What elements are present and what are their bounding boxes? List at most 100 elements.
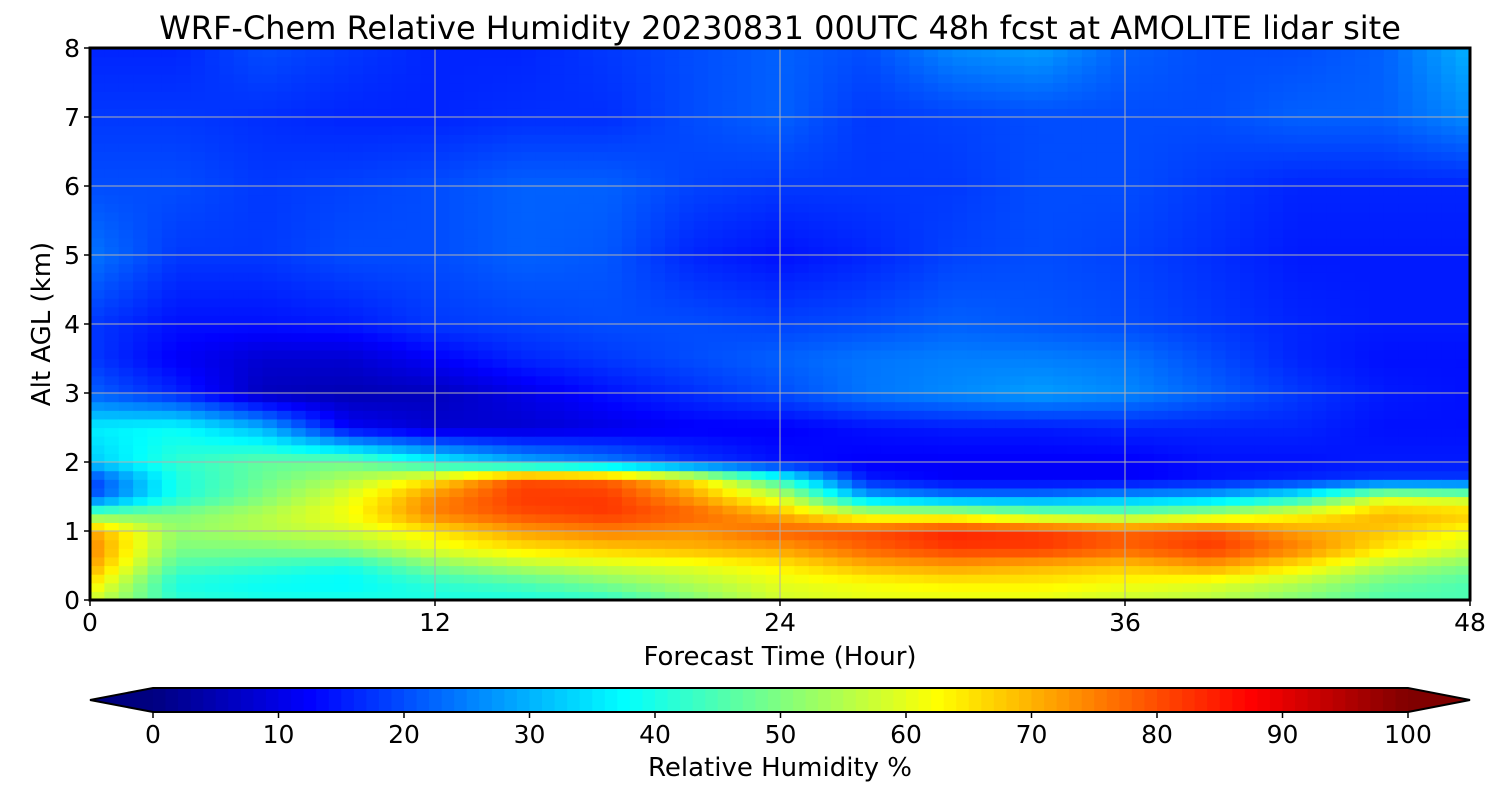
- heatmap-cell: [966, 229, 982, 239]
- heatmap-cell: [966, 341, 982, 351]
- heatmap-cell: [578, 65, 594, 75]
- heatmap-cell: [880, 255, 896, 265]
- heatmap-cell: [219, 487, 235, 498]
- heatmap-cell: [995, 289, 1011, 299]
- heatmap-cell: [636, 470, 652, 480]
- heatmap-cell: [391, 522, 407, 532]
- heatmap-cell: [909, 298, 925, 308]
- heatmap-cell: [1196, 522, 1212, 532]
- heatmap-cell: [1053, 91, 1069, 101]
- heatmap-cell: [161, 263, 177, 273]
- heatmap-cell: [478, 410, 494, 420]
- heatmap-cell: [952, 591, 968, 600]
- heatmap-cell: [219, 453, 235, 463]
- heatmap-cell: [1153, 229, 1169, 239]
- heatmap-cell: [808, 444, 824, 454]
- heatmap-cell: [880, 91, 896, 101]
- heatmap-cell: [966, 125, 982, 135]
- heatmap-cell: [478, 375, 494, 385]
- heatmap-cell: [1024, 117, 1040, 127]
- heatmap-cell: [794, 358, 810, 368]
- heatmap-cell: [521, 315, 537, 325]
- heatmap-cell: [334, 134, 350, 144]
- heatmap-cell: [205, 513, 220, 523]
- heatmap-cell: [722, 401, 738, 411]
- heatmap-cell: [320, 556, 335, 567]
- heatmap-cell: [679, 56, 695, 66]
- heatmap-cell: [550, 237, 565, 247]
- heatmap-cell: [880, 99, 896, 109]
- heatmap-cell: [276, 73, 292, 84]
- heatmap-cell: [147, 487, 163, 498]
- heatmap-cell: [1153, 556, 1169, 567]
- heatmap-cell: [377, 384, 393, 394]
- heatmap-cell: [492, 315, 508, 325]
- heatmap-cell: [291, 177, 307, 187]
- heatmap-cell: [521, 410, 537, 420]
- heatmap-cell: [506, 186, 522, 196]
- heatmap-cell: [665, 539, 680, 549]
- heatmap-cell: [463, 220, 479, 230]
- heatmap-cell: [866, 168, 882, 178]
- heatmap-cell: [808, 522, 824, 532]
- heatmap-cell: [1024, 375, 1040, 385]
- heatmap-cell: [348, 65, 364, 75]
- heatmap-cell: [363, 349, 379, 360]
- heatmap-cell: [118, 263, 134, 273]
- heatmap-cell: [794, 401, 810, 411]
- heatmap-cell: [90, 186, 105, 196]
- heatmap-cell: [262, 306, 278, 316]
- heatmap-cell: [895, 194, 910, 204]
- heatmap-cell: [492, 462, 508, 472]
- heatmap-cell: [794, 65, 810, 75]
- heatmap-cell: [708, 186, 724, 196]
- heatmap-cell: [981, 177, 997, 187]
- heatmap-cell: [205, 255, 220, 265]
- heatmap-cell: [693, 289, 709, 299]
- heatmap-cell: [219, 349, 235, 360]
- heatmap-cell: [708, 306, 724, 316]
- heatmap-cell: [262, 255, 278, 265]
- heatmap-cell: [1110, 142, 1126, 153]
- heatmap-cell: [420, 384, 436, 394]
- heatmap-cell: [880, 496, 896, 506]
- heatmap-cell: [880, 125, 896, 135]
- heatmap-cell: [1125, 263, 1140, 273]
- heatmap-cell: [665, 522, 680, 532]
- heatmap-cell: [363, 505, 379, 515]
- heatmap-cell: [506, 306, 522, 316]
- heatmap-cell: [837, 263, 853, 273]
- heatmap-cell: [248, 470, 264, 480]
- heatmap-cell: [521, 453, 537, 463]
- heatmap-cell: [190, 444, 206, 454]
- heatmap-cell: [205, 462, 220, 472]
- heatmap-cell: [1182, 229, 1198, 239]
- heatmap-cell: [305, 479, 321, 489]
- heatmap-cell: [276, 444, 292, 454]
- heatmap-cell: [1182, 436, 1198, 446]
- heatmap-cell: [780, 263, 795, 273]
- heatmap-cell: [348, 255, 364, 265]
- heatmap-cell: [104, 91, 120, 101]
- heatmap-cell: [348, 401, 364, 411]
- heatmap-cell: [406, 229, 422, 239]
- heatmap-cell: [506, 203, 522, 213]
- heatmap-cell: [1096, 436, 1112, 446]
- heatmap-cell: [895, 479, 910, 489]
- heatmap-cell: [952, 99, 968, 109]
- heatmap-cell: [751, 531, 767, 541]
- heatmap-cell: [693, 82, 709, 92]
- heatmap-cell: [952, 203, 968, 213]
- heatmap-cell: [564, 220, 580, 230]
- heatmap-cell: [823, 160, 839, 170]
- heatmap-cell: [190, 99, 206, 109]
- heatmap-cell: [1053, 289, 1069, 299]
- heatmap-cell: [650, 444, 666, 454]
- heatmap-cell: [233, 548, 249, 558]
- heatmap-cell: [262, 358, 278, 368]
- heatmap-cell: [736, 168, 752, 178]
- heatmap-cell: [895, 168, 910, 178]
- heatmap-cell: [650, 522, 666, 532]
- heatmap-cell: [334, 177, 350, 187]
